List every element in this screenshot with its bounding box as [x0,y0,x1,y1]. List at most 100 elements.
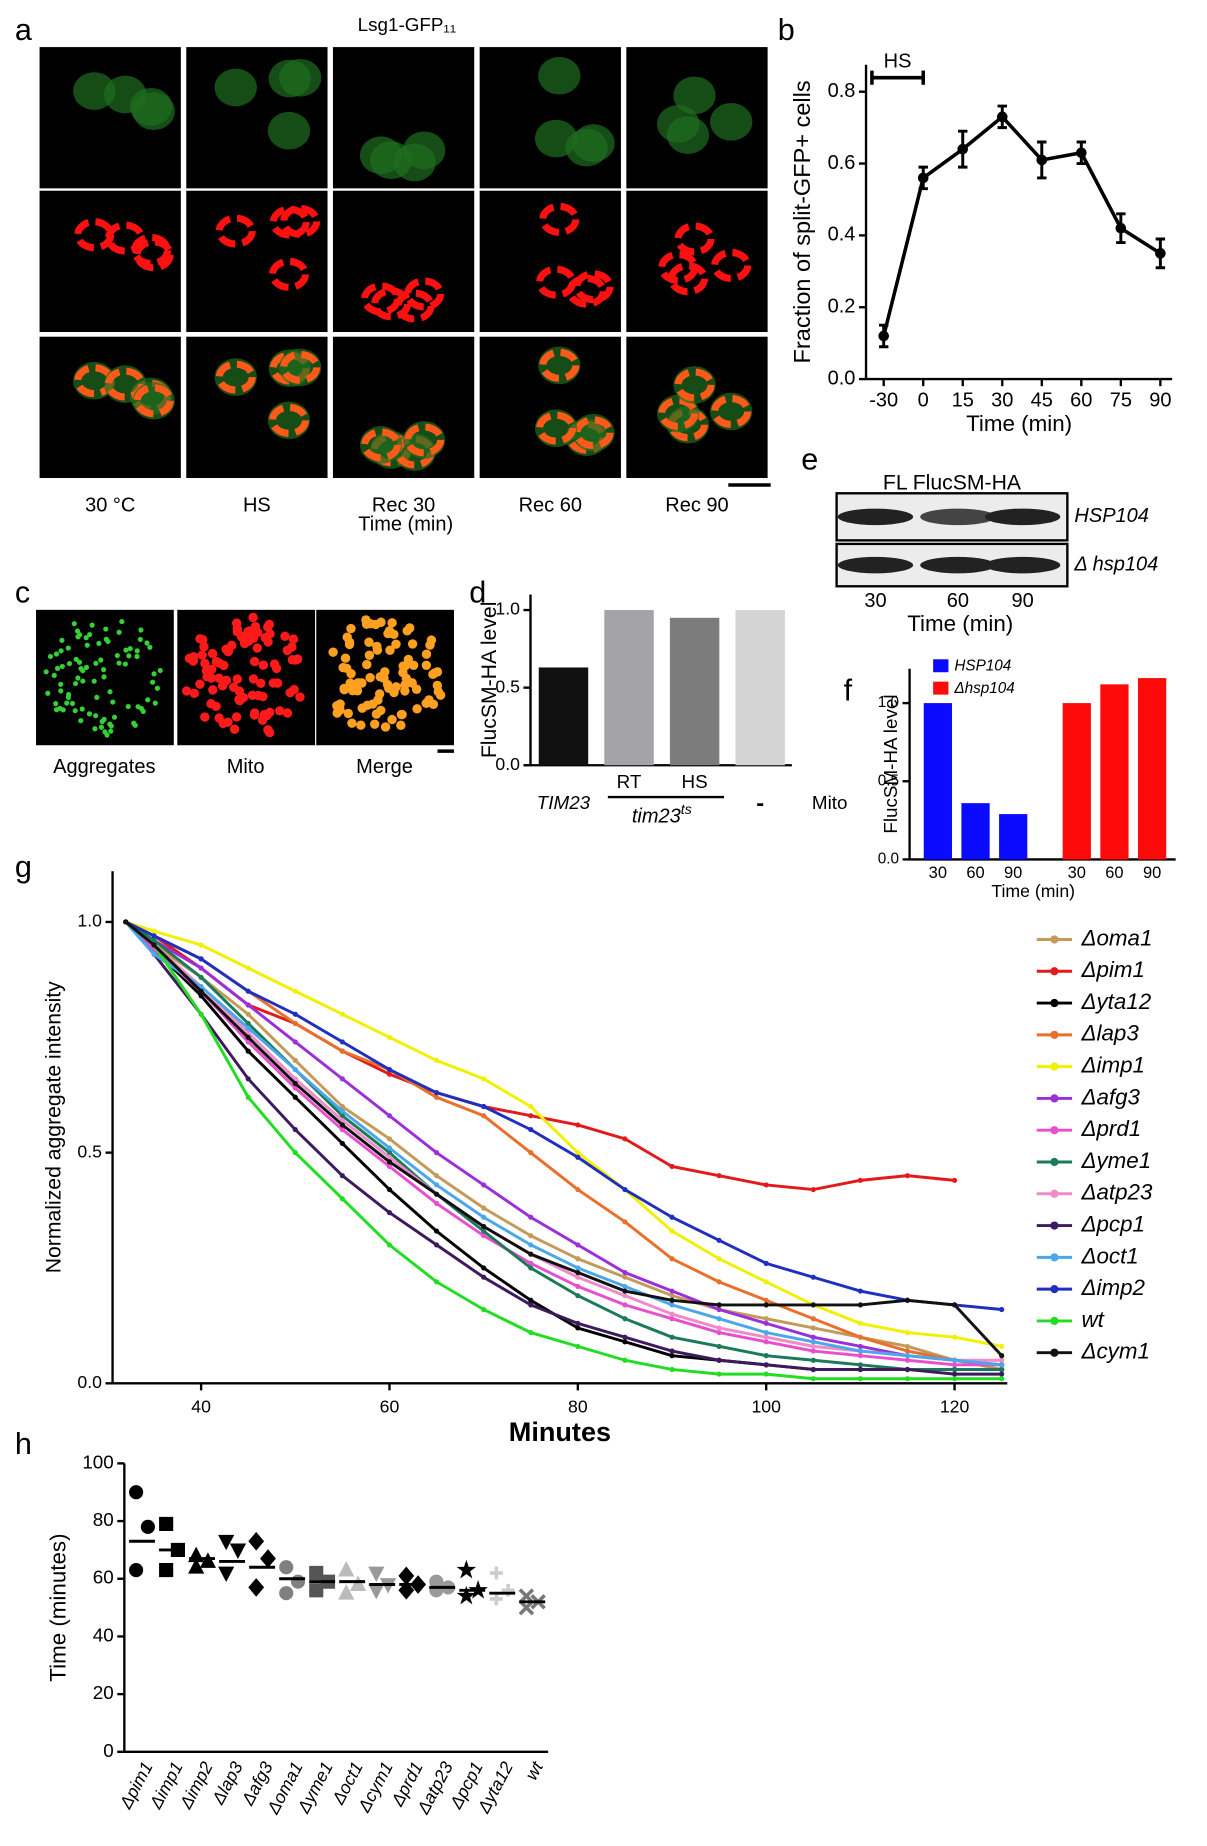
signal-dot [66,660,73,667]
signal-dot [384,626,395,636]
signal-dot [53,701,59,707]
point [386,1145,393,1151]
point [245,1030,251,1036]
series-line [124,920,1002,1381]
x-tick-label: 90 [1149,390,1171,412]
x-tick-label: 60 [966,864,984,882]
point [245,1011,251,1017]
point [292,1094,298,1100]
signal-dot [242,629,252,640]
legend-label: Δatp23 [1080,1180,1153,1205]
x-tick-label: 30 [929,864,947,882]
series-line [125,920,1002,1367]
y-tick-label: 20 [93,1682,114,1703]
x-axis-label: Time (min) [991,881,1075,901]
mito-signal [573,416,614,450]
point [857,1353,863,1359]
point [904,1376,911,1382]
point [528,1113,534,1119]
point [151,951,157,957]
legend-label: Δoma1 [1080,925,1152,950]
point [338,1584,355,1600]
point [575,1270,581,1276]
signal-dot [59,663,65,670]
point [1155,248,1166,259]
legend-marker [1050,1157,1059,1167]
point [904,1329,911,1336]
signal-dot [103,626,109,632]
legend-marker [1050,1348,1059,1357]
point [810,1302,816,1308]
signal-dot [195,679,205,689]
y-tick-label: 0.5 [878,772,899,789]
signal-dot [295,692,305,702]
mito-signal [133,384,174,418]
x-tick-label: - [756,789,764,815]
point [857,1302,863,1308]
point [528,1329,534,1336]
gfp-signal [572,413,615,452]
signal-dot [421,660,432,671]
point [456,1585,477,1605]
point [669,1311,675,1317]
mito-signal [105,367,146,401]
mito-signal [566,274,607,308]
signal-dot [84,642,90,648]
signal-dot [214,713,224,723]
signal-dot [108,728,114,734]
point [716,1357,722,1363]
point [429,1583,444,1598]
point [669,1302,675,1308]
point [622,1334,628,1340]
mito-signal [711,394,752,428]
signal-dot [339,683,349,694]
y-tick-label: 0.5 [77,1141,102,1161]
point [1076,147,1087,159]
point [669,1316,675,1322]
signal-dot [380,667,390,677]
point [957,143,969,155]
point [669,1353,675,1359]
point [433,1228,440,1234]
signal-dot [370,719,380,729]
y-tick-label: 60 [93,1567,114,1588]
y-tick-label: 0.2 [828,296,856,318]
point [198,965,204,971]
point [857,1366,863,1373]
point [810,1325,816,1331]
point [669,1288,675,1294]
signal-dot [51,672,57,678]
signal-dot [80,678,86,684]
column-label: Aggregates [53,756,155,778]
point [433,1279,440,1285]
signal-dot [400,661,411,671]
series-line [124,920,1002,1371]
point [386,1034,393,1040]
x-tick-label: 30 [1068,864,1086,882]
x-axis-label: Minutes [509,1416,611,1447]
signal-dot [93,660,99,666]
point [245,1025,251,1031]
signal-dot [80,668,86,674]
point [151,928,157,934]
point [386,1163,393,1170]
blot-band [984,556,1061,574]
point [716,1237,722,1243]
gfp-signal [359,136,403,175]
signal-dot [64,700,70,706]
gfp-signal [572,124,615,162]
point [999,1357,1005,1363]
point [481,1103,487,1110]
signal-dot [424,695,434,705]
column-label: Mito [227,756,265,778]
point [456,1559,477,1579]
point [857,1288,863,1294]
point [159,1516,174,1532]
panel-label: d [469,576,486,610]
point [481,1182,487,1188]
signal-dot [199,642,209,652]
point [433,1200,440,1206]
signal-dot [289,684,299,695]
signal-dot [47,653,54,660]
point [575,1293,581,1299]
